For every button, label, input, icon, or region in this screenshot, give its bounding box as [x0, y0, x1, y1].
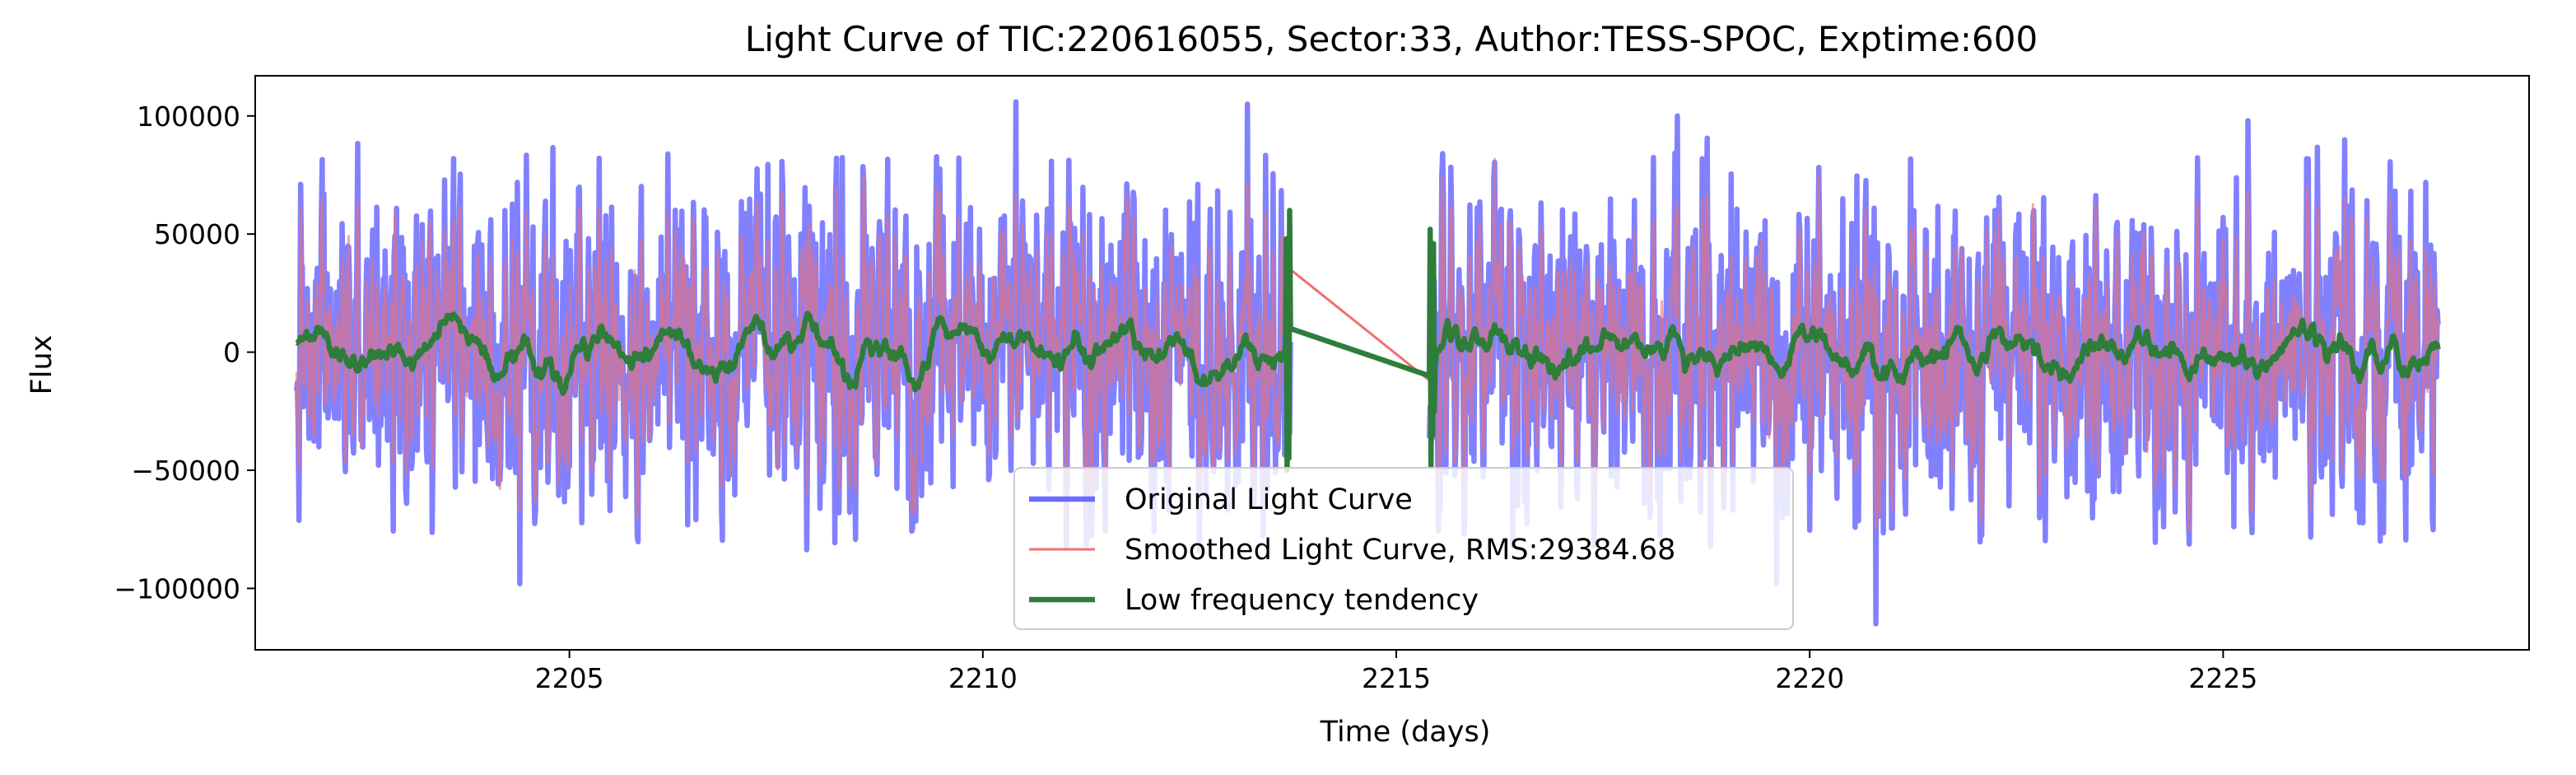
plot-area	[293, 99, 2441, 627]
legend-label: Low frequency tendency	[1125, 584, 1479, 617]
y-tick-label: −100000	[114, 572, 240, 605]
smoothed-light-curve-gap-bridge	[1289, 268, 1431, 382]
legend: Original Light Curve Smoothed Light Curve…	[1013, 467, 1794, 630]
legend-label: Original Light Curve	[1125, 483, 1413, 516]
y-tick-label: 100000	[137, 100, 240, 133]
series-smoothed-light-curve	[295, 157, 2439, 532]
low-frequency-tendency-gap-bridge	[1289, 325, 1431, 379]
y-tick-label: −50000	[131, 455, 240, 487]
low-frequency-tendency-line-segment-2	[1426, 226, 2441, 469]
legend-label: Smoothed Light Curve, RMS:29384.68	[1125, 534, 1675, 567]
smoothed-light-curve-line-segment-1	[295, 175, 1292, 532]
x-tick-label: 2215	[1362, 662, 1431, 694]
chart-title: Light Curve of TIC:220616055, Sector:33,…	[745, 19, 2038, 59]
legend-box	[1013, 467, 1794, 630]
low-frequency-tendency-line-segment-1	[294, 208, 1293, 474]
x-axis-label: Time (days)	[1320, 716, 1491, 749]
y-axis-label: Flux	[26, 335, 58, 395]
x-tick-label: 2205	[535, 662, 604, 694]
y-tick-label: 0	[223, 337, 240, 369]
y-tick-label: 50000	[154, 218, 240, 250]
series-low-frequency-tendency	[294, 208, 2441, 474]
x-tick-label: 2220	[1775, 662, 1844, 694]
x-tick-label: 2210	[948, 662, 1018, 694]
x-axis: 2205 2210 2215 2220 2225	[535, 650, 2257, 694]
smoothed-light-curve-line-segment-2	[1428, 157, 2439, 532]
y-axis: −100000 −50000 0 50000 100000	[114, 100, 255, 605]
x-tick-label: 2225	[2188, 662, 2257, 694]
plot-frame	[254, 75, 2530, 651]
